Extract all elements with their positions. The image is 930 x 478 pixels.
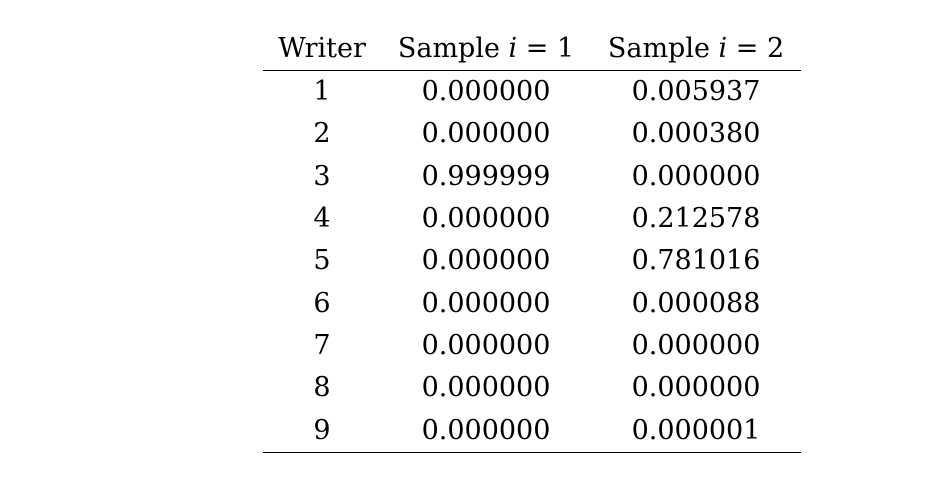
cell-writer: 9 [313,414,331,446]
table-row: 9 0.000000 0.000001 [263,409,801,453]
cell-sample-1: 0.000000 [421,372,551,404]
cell-sample-1: 0.000000 [421,203,551,235]
cell-sample-2: 0.000000 [631,329,761,361]
header-row: Writer Sample i = 1 Sample i = 2 [263,28,801,71]
table-row: 1 0.000000 0.005937 [263,71,801,114]
cell-sample-2: 0.000001 [631,414,761,446]
header-sample-2-suffix: = 2 [735,33,785,64]
table-row: 8 0.000000 0.000000 [263,367,801,409]
header-sample-1: Sample i = 1 [381,28,591,71]
table-header: Writer Sample i = 1 Sample i = 2 [263,28,801,71]
results-table-container: Writer Sample i = 1 Sample i = 2 1 0.000… [263,28,801,453]
cell-sample-2: 0.000000 [631,372,761,404]
cell-sample-1: 0.999999 [421,160,551,192]
table-row: 6 0.000000 0.000088 [263,282,801,324]
cell-sample-2: 0.212578 [631,203,761,235]
cell-sample-2: 0.005937 [631,76,761,108]
table-body: 1 0.000000 0.005937 2 0.000000 0.000380 … [263,71,801,453]
table-row: 2 0.000000 0.000380 [263,113,801,155]
table-row: 4 0.000000 0.212578 [263,198,801,240]
cell-sample-1: 0.000000 [421,287,551,319]
header-sample-2-prefix: Sample [607,33,710,64]
cell-sample-2: 0.000088 [631,287,761,319]
cell-sample-1: 0.000000 [421,76,551,108]
cell-writer: 3 [313,160,331,192]
cell-sample-1: 0.000000 [421,329,551,361]
cell-writer: 4 [313,203,331,235]
cell-sample-1: 0.000000 [421,118,551,150]
cell-writer: 8 [313,372,331,404]
cell-sample-2: 0.781016 [631,245,761,277]
cell-writer: 6 [313,287,331,319]
table-row: 7 0.000000 0.000000 [263,325,801,367]
cell-writer: 7 [313,329,331,361]
header-sample-1-prefix: Sample [397,33,500,64]
cell-writer: 5 [313,245,331,277]
cell-sample-1: 0.000000 [421,245,551,277]
header-sample-2: Sample i = 2 [591,28,801,71]
header-sample-1-suffix: = 1 [525,33,575,64]
header-sample-1-var: i [508,33,518,64]
header-sample-2-var: i [718,33,728,64]
cell-writer: 1 [313,76,331,108]
table-row: 3 0.999999 0.000000 [263,156,801,198]
cell-sample-2: 0.000000 [631,160,761,192]
cell-sample-2: 0.000380 [631,118,761,150]
cell-sample-1: 0.000000 [421,414,551,446]
header-writer: Writer [278,33,366,64]
results-table: Writer Sample i = 1 Sample i = 2 1 0.000… [263,28,801,453]
table-row: 5 0.000000 0.781016 [263,240,801,282]
cell-writer: 2 [313,118,331,150]
